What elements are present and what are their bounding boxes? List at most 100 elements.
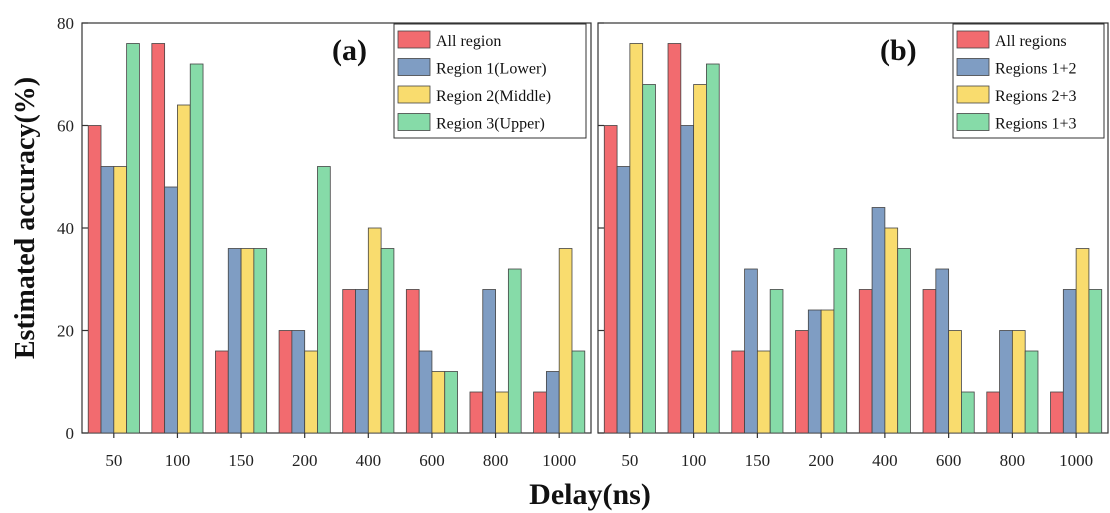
bar-a-s1-1000 <box>533 391 547 434</box>
legend-swatch <box>397 58 431 76</box>
panel-label: (b) <box>880 34 917 67</box>
bar-b-s2-100 <box>680 125 695 434</box>
legend-swatch <box>956 113 990 131</box>
bar-a-s1-200 <box>278 330 293 434</box>
bar-b-s4-800 <box>1024 350 1039 434</box>
bar-a-s1-600 <box>405 289 420 434</box>
bar-b-s3-600 <box>948 330 962 434</box>
bar-b-s1-100 <box>667 43 682 434</box>
panel-b: 50 100 150 200 400 600 800 1000 All regions Regio… <box>597 22 1109 470</box>
bar-b-s1-600 <box>922 289 937 434</box>
bar-b-s3-200 <box>820 309 835 434</box>
x-tick-label: 200 <box>292 451 318 470</box>
bar-a-s2-100 <box>164 186 178 434</box>
bar-b-s1-800 <box>986 391 1000 434</box>
bar-a-s3-1000 <box>558 248 573 434</box>
bar-a-s3-200 <box>304 350 318 434</box>
bar-a-s3-50 <box>113 166 128 434</box>
bar-a-s4-800 <box>507 268 522 434</box>
bar-a-s3-150 <box>240 248 255 434</box>
bar-b-s2-50 <box>616 166 631 434</box>
x-tick-label: 150 <box>745 451 771 470</box>
y-tick-label: 0 <box>66 424 75 443</box>
x-tick-label: 1000 <box>1059 451 1093 470</box>
bar-b-s2-150 <box>744 268 758 434</box>
bar-a-s4-1000 <box>571 350 586 434</box>
bar-b-s4-200 <box>833 248 848 434</box>
y-tick-label: 40 <box>57 219 74 238</box>
bar-b-s2-400 <box>871 207 886 434</box>
bar-a-s1-400 <box>342 289 356 434</box>
bar-a-s1-800 <box>469 391 484 434</box>
x-tick-label: 1000 <box>542 451 576 470</box>
bar-a-s2-600 <box>418 350 433 434</box>
bar-b-s4-50 <box>642 84 656 434</box>
bar-b-s1-200 <box>795 330 809 434</box>
bar-b-s1-150 <box>731 350 745 434</box>
bar-a-s3-100 <box>177 104 191 434</box>
bar-a-s2-200 <box>291 330 306 434</box>
legend-swatch <box>397 85 431 104</box>
bar-b-s2-200 <box>807 309 822 434</box>
bar-b-s1-50 <box>603 125 618 434</box>
x-axis-title: Delay(ns) <box>529 478 651 511</box>
bar-a-s4-200 <box>317 166 331 434</box>
bar-b-s4-400 <box>897 248 911 434</box>
x-tick-label: 150 <box>228 451 254 470</box>
bar-b-s1-400 <box>858 289 873 434</box>
x-tick-label: 200 <box>808 451 834 470</box>
x-tick-label: 600 <box>936 451 962 470</box>
legend-label: All regions <box>995 33 1067 50</box>
x-tick-label: 50 <box>621 451 638 470</box>
bar-a-s2-150 <box>227 248 242 434</box>
x-tick-label: 100 <box>681 451 707 470</box>
bar-a-s3-800 <box>495 391 509 434</box>
x-tick-label: 600 <box>419 451 445 470</box>
bar-b-s1-1000 <box>1050 391 1064 434</box>
bar-a-s2-50 <box>100 166 115 434</box>
legend-swatch <box>397 30 431 49</box>
bar-b-s2-800 <box>999 330 1013 434</box>
bar-a-s1-100 <box>151 43 166 434</box>
bar-a-s4-100 <box>189 63 204 434</box>
bar-a-s3-400 <box>367 227 382 434</box>
y-tick-label: 60 <box>57 117 74 136</box>
y-tick-label: 20 <box>57 322 74 341</box>
bar-a-s1-50 <box>87 125 102 434</box>
legend-swatch <box>956 58 990 76</box>
legend-label: Region 3(Upper) <box>436 116 545 133</box>
bar-b-s4-150 <box>769 289 784 434</box>
bar-a-s4-50 <box>126 43 140 434</box>
y-axis-title: Estimated accuracy(%) <box>10 77 41 359</box>
legend-label: All region <box>436 33 501 50</box>
legend-label: Regions 1+2 <box>995 61 1076 78</box>
legend-swatch <box>956 85 990 104</box>
x-tick-label: 800 <box>483 451 509 470</box>
bar-b-s2-1000 <box>1062 289 1077 434</box>
bar-a-s2-400 <box>355 289 369 434</box>
bar-b-s3-1000 <box>1075 248 1090 434</box>
y-tick-label: 80 <box>57 14 74 33</box>
bar-b-s3-800 <box>1011 330 1026 434</box>
bar-a-s4-600 <box>444 371 458 434</box>
bar-a-s2-1000 <box>545 371 560 434</box>
legend-label: Region 2(Middle) <box>436 88 551 105</box>
bar-a-s2-800 <box>482 289 496 434</box>
bar-b-s4-100 <box>706 63 720 434</box>
x-tick-label: 400 <box>356 451 382 470</box>
bar-a-s4-150 <box>253 248 268 434</box>
bar-b-s4-600 <box>961 391 975 434</box>
bar-b-s3-50 <box>629 43 644 434</box>
legend-swatch <box>956 30 990 49</box>
x-tick-label: 400 <box>872 451 898 470</box>
bar-b-s4-1000 <box>1088 289 1103 434</box>
bar-b-s2-600 <box>935 268 950 434</box>
x-tick-label: 800 <box>1000 451 1026 470</box>
legend-label: Regions 1+3 <box>995 116 1076 133</box>
bar-b-s3-400 <box>884 227 899 434</box>
bar-b-s3-150 <box>756 350 771 434</box>
legend-label: Regions 2+3 <box>995 88 1076 105</box>
bar-b-s3-100 <box>693 84 707 434</box>
x-tick-label: 100 <box>165 451 191 470</box>
